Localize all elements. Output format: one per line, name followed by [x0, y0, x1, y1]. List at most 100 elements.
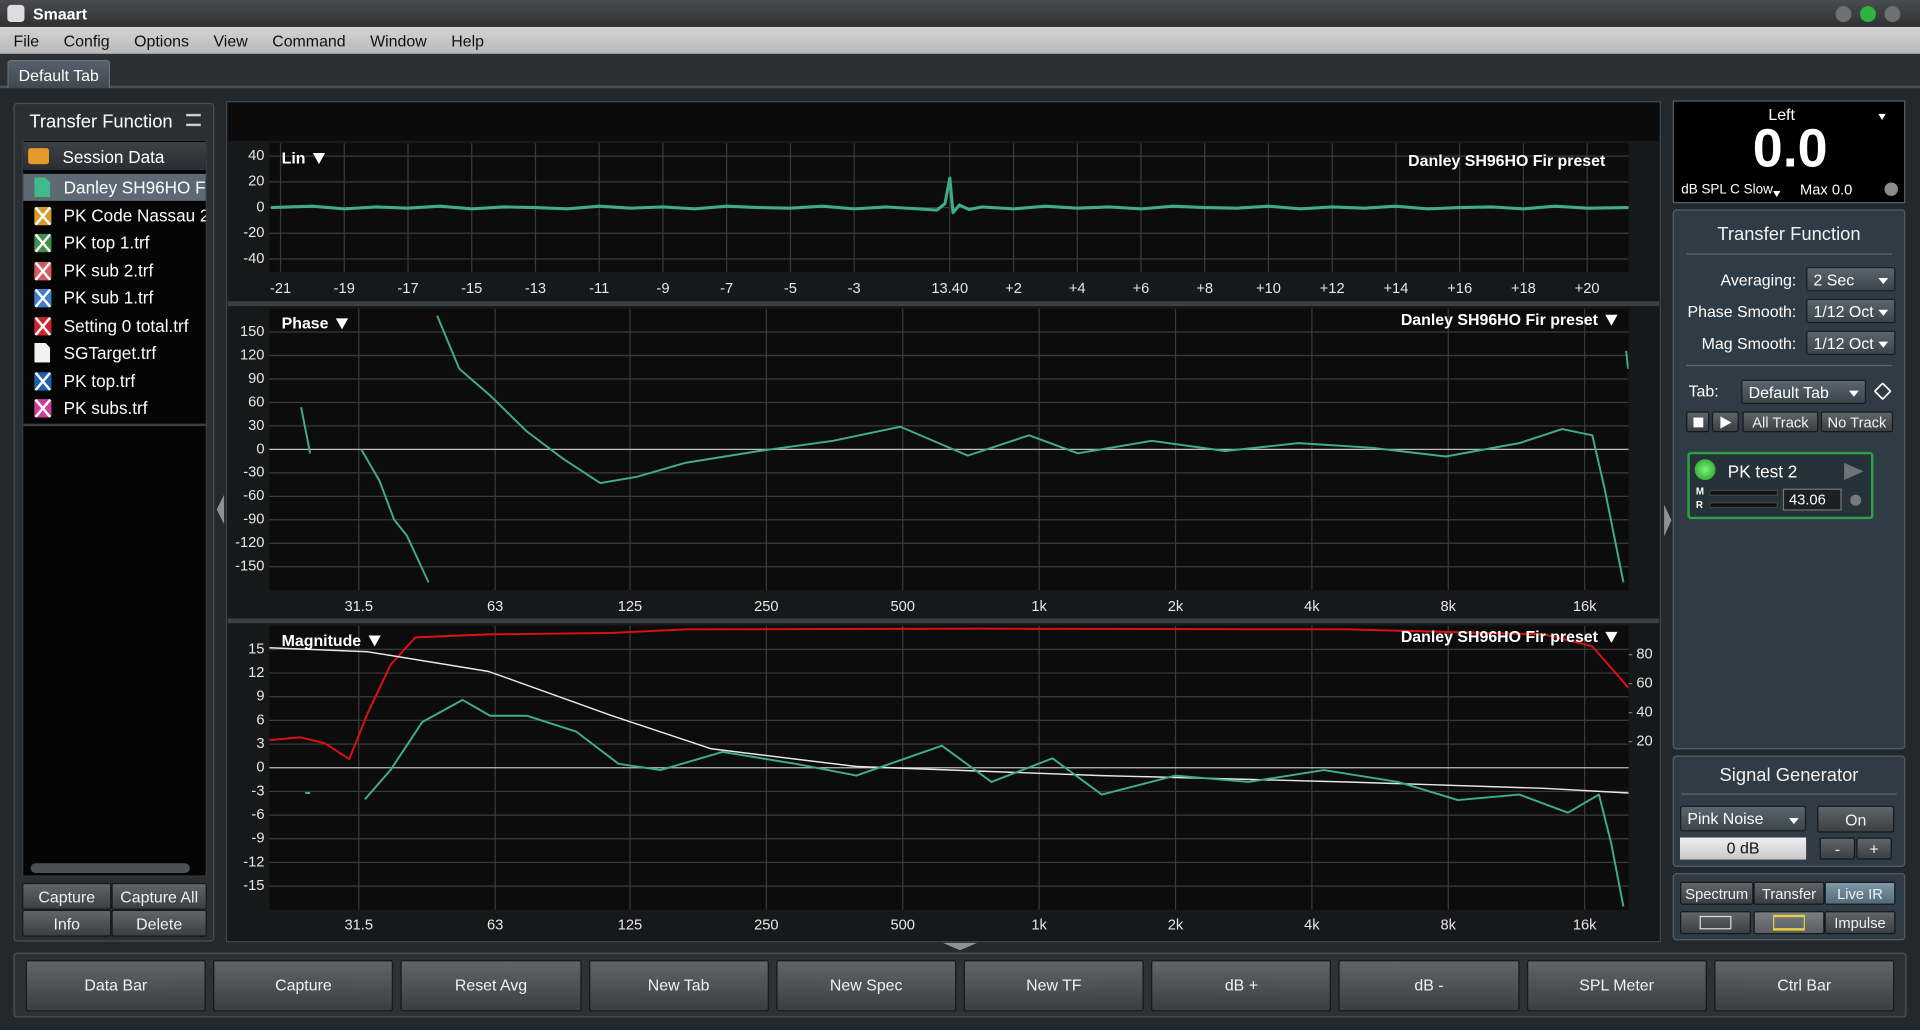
x-tick-label: 4k [1304, 599, 1320, 615]
setting-dropdown[interactable]: 2 Sec [1806, 266, 1896, 292]
title-bar: Smaart [0, 0, 1920, 27]
command-button[interactable]: Data Bar [25, 959, 206, 1011]
command-button[interactable]: New Spec [776, 959, 957, 1011]
level-down[interactable]: - [1819, 837, 1856, 860]
menu-item[interactable]: Options [134, 31, 189, 50]
minimize-button[interactable] [1835, 6, 1852, 23]
file-icon [34, 261, 52, 280]
tab-dropdown[interactable]: Default Tab [1741, 379, 1867, 405]
command-button[interactable]: New TF [963, 959, 1144, 1011]
maximize-button[interactable] [1860, 6, 1876, 23]
file-row[interactable]: PK Code Nassau 2 [23, 201, 206, 228]
x-tick-label: -3 [848, 281, 861, 297]
y-tick-label: 12 [248, 665, 264, 681]
meter-dropdown[interactable] [1878, 113, 1886, 121]
close-button[interactable] [1884, 6, 1901, 23]
file-row[interactable]: PK sub 2.trf [23, 257, 205, 284]
meter-reset[interactable] [1884, 182, 1898, 196]
measurement-play[interactable] [1844, 462, 1864, 481]
delay-find[interactable] [1850, 494, 1862, 506]
signal-dropdown[interactable]: Pink Noise [1680, 805, 1807, 832]
x-tick-label: -15 [461, 281, 482, 297]
separator [1686, 364, 1892, 367]
sidebar-button[interactable]: Capture [22, 882, 112, 910]
stop-button[interactable] [1686, 411, 1710, 433]
transfer-mode[interactable]: Transfer [1753, 881, 1825, 905]
menu-item[interactable]: View [213, 31, 248, 50]
sidebar-menu-icon[interactable] [186, 113, 201, 127]
x-tick-label: 31.5 [344, 918, 373, 934]
plot-label: Magnitude [282, 633, 362, 650]
folder-row[interactable]: Session Data [23, 142, 206, 171]
trace [269, 647, 1629, 794]
setting-dropdown[interactable]: 1/12 Oct [1806, 330, 1896, 356]
menu-item[interactable]: Command [272, 31, 346, 50]
sidebar-button[interactable]: Info [22, 909, 112, 937]
scrollbar[interactable] [30, 863, 190, 874]
x-tick-label: 63 [487, 599, 503, 615]
command-button[interactable]: Reset Avg [400, 959, 582, 1011]
sidebar-button[interactable]: Delete [111, 909, 207, 937]
file-row[interactable]: PK sub 1.trf [23, 284, 205, 311]
tab-bar: Default Tab [0, 53, 1920, 89]
tab[interactable]: Default Tab [7, 60, 111, 89]
no-track-button[interactable]: No Track [1820, 411, 1894, 433]
file-row[interactable]: Setting 0 total.trf [23, 312, 205, 339]
single-view-icon [1699, 915, 1732, 930]
spectrum-mode[interactable]: Spectrum [1680, 881, 1754, 905]
meter-value: 0.0 [1752, 118, 1828, 179]
menu-item[interactable]: Help [451, 31, 484, 50]
menu-item[interactable]: Config [63, 31, 110, 50]
sidebar-button[interactable]: Capture All [111, 882, 207, 910]
y-tick-label: 60 [248, 394, 264, 410]
command-bar: Data Bar Capture Reset Avg New Tab New Spec N… [13, 952, 1907, 1018]
menu-item[interactable]: Window [370, 31, 427, 50]
measurement-status[interactable] [1694, 459, 1716, 481]
x-tick-label: 8k [1441, 918, 1457, 934]
file-row[interactable]: Danley SH96HO Fi [23, 173, 206, 201]
menu-item[interactable]: File [13, 31, 40, 50]
x-tick-label: 16k [1573, 599, 1597, 615]
measurement-box[interactable]: PK test 2 M R 43.06 [1687, 451, 1874, 520]
level-up[interactable]: + [1856, 837, 1892, 860]
y-tick-label: 3 [256, 736, 264, 752]
setting-dropdown[interactable]: 1/12 Oct [1806, 298, 1896, 324]
meter-mode[interactable]: dB SPL C Slow [1681, 182, 1773, 198]
delay-field[interactable]: 43.06 [1782, 488, 1842, 511]
file-row[interactable]: PK top.trf [23, 367, 205, 394]
x-tick-label: -21 [270, 281, 291, 297]
y-tick-label: -15 [243, 878, 264, 894]
command-button[interactable]: Capture [213, 959, 394, 1011]
x-tick-label: 125 [618, 599, 643, 615]
y-tick-label: -40 [243, 251, 264, 267]
file-row[interactable]: PK top 1.trf [23, 229, 205, 256]
file-icon [34, 177, 51, 198]
right-collapse-arrow [1664, 504, 1672, 537]
y-tick-label: 9 [256, 689, 264, 705]
command-button[interactable]: Ctrl Bar [1714, 959, 1895, 1011]
live-ir-mode[interactable]: Live IR [1824, 881, 1896, 905]
split-view[interactable] [1753, 911, 1825, 935]
meter-mode-dropdown[interactable] [1773, 191, 1781, 198]
file-row[interactable]: SGTarget.trf [23, 339, 205, 366]
plot-divider [227, 618, 1660, 624]
x-tick-label: +10 [1256, 281, 1281, 297]
impulse-mode[interactable]: Impulse [1824, 911, 1896, 935]
y-tick-label: 90 [248, 371, 264, 387]
trace-name: Danley SH96HO Fir preset [1408, 153, 1606, 170]
generator-on[interactable]: On [1817, 805, 1895, 833]
spl-meter: Left 0.0 dB SPL C Slow Max 0.0 [1672, 100, 1906, 204]
level-field[interactable]: 0 dB [1680, 837, 1807, 860]
x-tick-label: 4k [1304, 918, 1320, 934]
command-button[interactable]: dB + [1151, 959, 1332, 1011]
single-view[interactable] [1680, 911, 1752, 935]
file-row[interactable]: PK subs.trf [23, 394, 205, 421]
command-button[interactable]: New Tab [588, 959, 769, 1011]
play-button[interactable] [1711, 411, 1739, 433]
all-track-button[interactable]: All Track [1742, 411, 1819, 433]
command-button[interactable]: SPL Meter [1526, 959, 1707, 1011]
file-name: Danley SH96HO Fi [63, 177, 206, 198]
command-button[interactable]: dB - [1338, 959, 1520, 1011]
y-tick-label: -30 [243, 465, 264, 481]
